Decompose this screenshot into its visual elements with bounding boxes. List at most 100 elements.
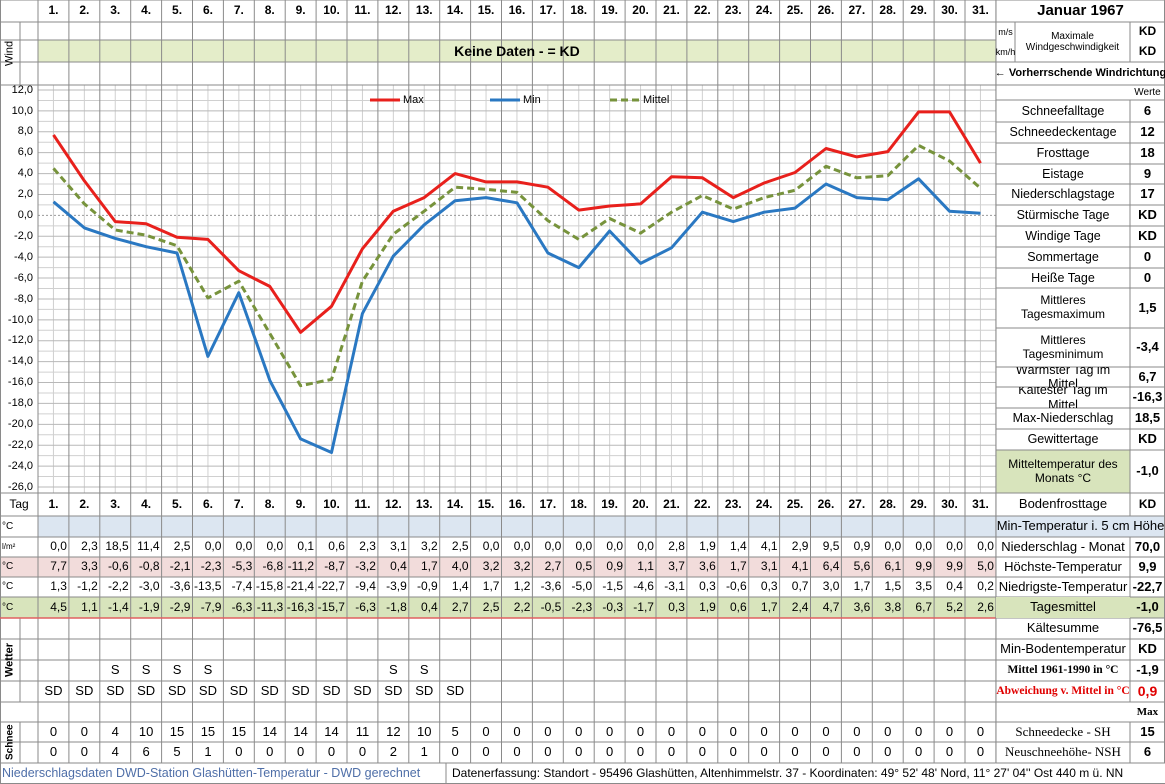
cell-background (0, 557, 996, 577)
table-cell: -1,5 (602, 579, 624, 594)
day-header: 5. (172, 3, 183, 18)
weather-cell: SD (229, 683, 248, 699)
stat-value: 1,5 (1138, 299, 1157, 315)
snow-cell: 0 (606, 744, 614, 760)
series-line (52, 143, 982, 388)
weather-cell: S (172, 662, 182, 678)
table-cell: -4,6 (633, 579, 654, 594)
day-label: 6. (202, 496, 213, 511)
table-cell: 3,6 (699, 559, 716, 574)
table-cell: 3,2 (513, 559, 531, 574)
table-cell: 4,1 (760, 539, 778, 554)
stats-header: Werte (1134, 86, 1161, 98)
day-label: 7. (233, 496, 244, 511)
table-cell: 3,6 (853, 599, 871, 614)
wind-value: KD (1138, 44, 1157, 59)
day-header: 21. (663, 3, 680, 18)
y-tick-label: -14,0 (7, 355, 33, 368)
cell-background (38, 40, 996, 62)
table-cell: 9,9 (915, 559, 933, 574)
day-header: 27. (848, 3, 866, 18)
unit-label: km/h (996, 46, 1015, 57)
legend-label: Mittel (643, 93, 670, 106)
day-header: 17. (539, 3, 557, 18)
snow-cell: 1 (420, 744, 428, 760)
day-label: 1. (48, 496, 59, 511)
y-tick-label: -4,0 (14, 250, 33, 263)
stat-label: Windige Tage (1025, 229, 1101, 244)
table-cell: 0,9 (853, 539, 871, 554)
snow-cell: 0 (544, 723, 552, 739)
panel-label: Niederschlag - Monat (1001, 538, 1125, 554)
table-cell: 7,7 (50, 559, 67, 574)
day-label: 27. (848, 496, 866, 511)
table-cell: 1,3 (50, 579, 67, 594)
table-cell: 0,6 (730, 599, 747, 614)
snow-cell: 14 (262, 723, 277, 739)
table-cell: -9,4 (355, 579, 376, 594)
stat-value: 12 (1140, 124, 1155, 140)
table-cell: -3,1 (664, 579, 685, 594)
day-header: 31. (972, 3, 989, 18)
day-label: 20. (632, 496, 649, 511)
snow-cell: 0 (729, 744, 737, 760)
day-label: 17. (539, 496, 557, 511)
table-cell: 3,8 (884, 599, 902, 614)
stat-value: 0 (1143, 249, 1152, 265)
stat-value: 18,5 (1134, 410, 1161, 426)
y-tick-label: -2,0 (14, 229, 33, 242)
table-cell: -7,4 (231, 579, 253, 594)
y-tick-label: -18,0 (7, 397, 33, 410)
weather-cell: S (110, 662, 120, 678)
table-cell: 2,9 (791, 539, 809, 554)
y-tick-label: 4,0 (17, 167, 33, 180)
snow-cell: 0 (49, 744, 58, 760)
snow-cell: 15 (200, 723, 216, 739)
weather-cell: SD (384, 683, 403, 699)
panel-header: Max (1136, 705, 1159, 718)
day-header: 13. (415, 3, 433, 18)
panel-label: Höchste-Temperatur (1004, 558, 1122, 574)
panel-value: -1,9 (1136, 662, 1159, 678)
snow-cell: 0 (915, 723, 923, 739)
unit-label: l/m² (2, 542, 16, 552)
day-label: 15. (477, 496, 495, 511)
snow-cell: 0 (729, 723, 737, 739)
table-cell: 2,4 (791, 599, 809, 614)
table-cell: 0,0 (575, 539, 593, 554)
table-cell: 2,5 (173, 539, 191, 554)
legend-label: Min (523, 93, 541, 106)
table-cell: -13,5 (194, 579, 222, 594)
table-cell: 0,0 (482, 539, 500, 554)
table-cell: 2,7 (544, 559, 562, 574)
row-label: Wetter (3, 642, 16, 678)
table-cell: 5,6 (853, 559, 871, 574)
panel-value: KD (1138, 496, 1157, 511)
table-cell: -7,9 (200, 599, 222, 614)
table-cell: -0,3 (602, 599, 624, 614)
day-header: 8. (264, 3, 275, 18)
table-cell: -3,2 (355, 559, 376, 574)
y-tick-label: 2,0 (17, 188, 33, 201)
stat-value: -3,4 (1136, 339, 1159, 355)
snow-cell: 5 (451, 723, 459, 739)
day-header: 16. (508, 3, 526, 18)
table-cell: -2,2 (108, 579, 129, 594)
table-cell: 0,1 (297, 539, 315, 554)
table-cell: 0,7 (791, 579, 809, 594)
stat-value: 0 (1143, 269, 1152, 285)
snow-cell: 0 (945, 723, 954, 739)
table-cell: 0,2 (977, 579, 994, 594)
stat-value: 6,7 (1138, 368, 1157, 384)
table-cell: -2,3 (200, 559, 222, 574)
snow-cell: 0 (853, 744, 861, 760)
y-tick-label: 8,0 (17, 125, 33, 138)
snow-cell: 10 (417, 723, 432, 739)
series-line (52, 177, 981, 454)
footer-left: Niederschlagsdaten DWD-Station Glashütte… (2, 766, 421, 781)
y-tick-label: 10,0 (11, 104, 33, 117)
stat-value: 6 (1143, 102, 1152, 118)
cell-background (0, 597, 996, 618)
table-cell: 0,3 (760, 579, 778, 594)
y-tick-label: 0,0 (17, 209, 33, 222)
